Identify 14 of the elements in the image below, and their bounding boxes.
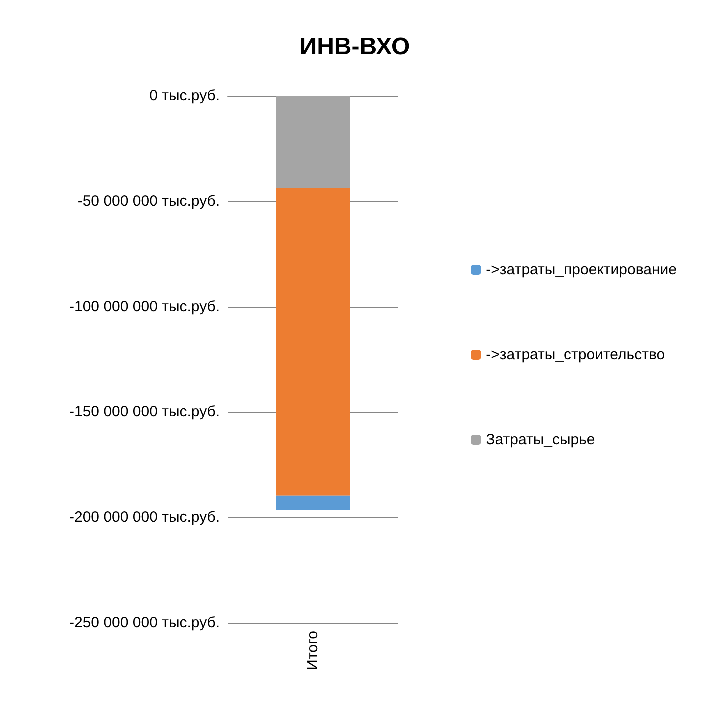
bar [276,188,350,496]
y-tick-label: -150 000 000 тыс.руб. [70,404,220,421]
y-tick-label: -200 000 000 тыс.руб. [70,509,220,526]
legend-label: ->затраты_проектирование [486,262,678,278]
y-tick-label: -100 000 000 тыс.руб. [70,298,220,316]
bar [276,496,350,510]
y-tick-label: 0 тыс.руб. [150,88,220,104]
y-tick-label: -250 000 000 тыс.руб. [70,614,220,632]
y-tick-label: -50 000 000 тыс.руб. [78,192,220,210]
x-tick-label: Итого [304,631,322,670]
bar [276,96,350,188]
legend-label: ->затраты_строительство [486,346,666,364]
chart-title: ИНВ-ВХО [300,34,410,60]
legend-label: Затраты_сырье [486,432,596,448]
